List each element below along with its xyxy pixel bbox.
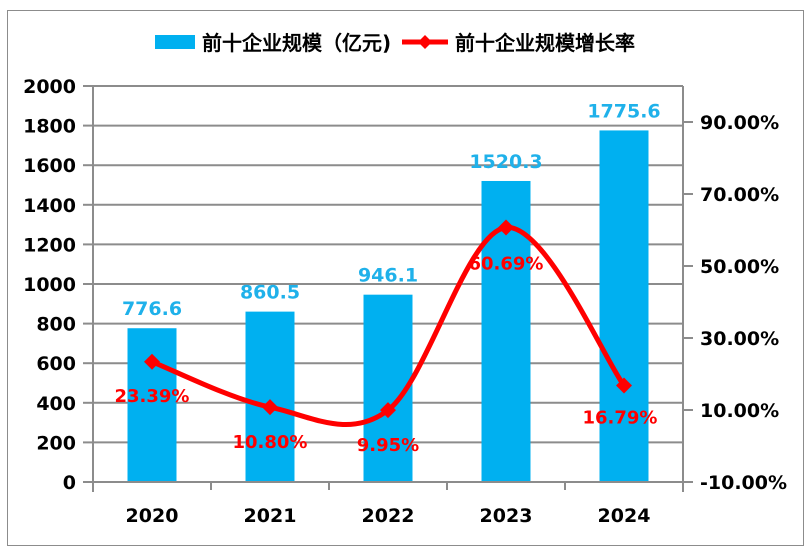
bar-value-label: 1775.6 (587, 100, 660, 122)
left-tick-label: 0 (63, 472, 76, 494)
left-tick-label: 1600 (23, 155, 76, 177)
legend-swatch-bar (155, 35, 195, 49)
left-tick-label: 1200 (23, 234, 76, 256)
left-axis-ticks: 0 200 400 600 800 1000 1200 1400 1600 1800 2000 (23, 76, 93, 494)
growth-line-path (151, 225, 627, 427)
line-marker (262, 399, 278, 416)
right-axis-ticks: -10.00% 10.00% 30.00% 50.00% 70.00% 90.00% (683, 112, 787, 494)
bars (127, 130, 649, 483)
line-labels: 23.39% 10.80% 9.95% 60.69% 16.79% (115, 254, 658, 457)
line-value-label: 16.79% (583, 408, 658, 429)
bar-value-label: 860.5 (240, 282, 300, 304)
axes (92, 86, 684, 492)
left-tick-label: 800 (36, 314, 76, 336)
bar-labels: 776.6 860.5 946.1 1520.3 1775.6 (122, 100, 661, 320)
x-tick-label: 2023 (480, 505, 533, 527)
legend: 前十企业规模（亿元) 前十企业规模增长率 (155, 31, 635, 55)
right-tick-label: 90.00% (700, 112, 779, 134)
right-tick-label: 10.00% (700, 400, 779, 422)
bar (245, 311, 295, 482)
right-tick-label: 50.00% (700, 256, 779, 278)
line-value-label: 60.69% (469, 254, 544, 275)
left-tick-label: 600 (36, 353, 76, 375)
left-tick-label: 2000 (23, 76, 76, 98)
x-tick-label: 2021 (244, 505, 297, 527)
left-tick-label: 1400 (23, 195, 76, 217)
chart-frame (7, 10, 804, 546)
x-tick-label: 2020 (126, 505, 179, 527)
line-value-label: 23.39% (115, 386, 190, 407)
left-tick-label: 1000 (23, 274, 76, 296)
right-tick-label: -10.00% (700, 472, 787, 494)
line-marker (380, 402, 396, 419)
right-tick-label: 30.00% (700, 328, 779, 350)
bar (599, 130, 649, 482)
x-tick-label: 2022 (362, 505, 415, 527)
right-tick-label: 70.00% (700, 184, 779, 206)
gridlines (93, 85, 683, 444)
line-marker (498, 219, 514, 236)
line-value-label: 9.95% (357, 435, 419, 456)
line-value-label: 10.80% (233, 432, 308, 453)
growth-line (144, 219, 632, 427)
x-axis-ticks: 2020 2021 2022 2023 2024 (126, 505, 651, 527)
bar-value-label: 1520.3 (469, 151, 542, 173)
left-tick-label: 1800 (23, 116, 76, 138)
left-tick-label: 400 (36, 393, 76, 415)
bar-value-label: 776.6 (122, 298, 182, 320)
bar-value-label: 946.1 (358, 265, 418, 287)
line-marker (144, 353, 160, 370)
legend-label-line: 前十企业规模增长率 (455, 31, 635, 55)
left-tick-label: 200 (36, 432, 76, 454)
line-marker (616, 377, 632, 394)
legend-marker-diamond (418, 35, 432, 49)
x-tick-label: 2024 (598, 505, 651, 527)
legend-label-bar: 前十企业规模（亿元) (202, 31, 391, 55)
